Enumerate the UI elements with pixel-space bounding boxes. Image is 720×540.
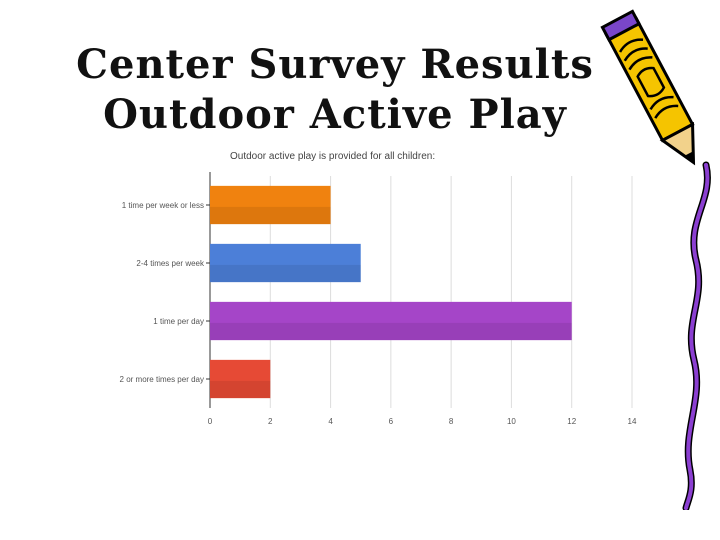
bar-shade	[210, 322, 572, 341]
x-tick-label: 12	[567, 417, 576, 426]
bar-shade	[210, 264, 361, 283]
x-tick-label: 2	[268, 417, 273, 426]
bar	[210, 185, 331, 225]
category-label: 1 time per day	[153, 317, 204, 326]
pencil-icon	[600, 9, 696, 166]
x-tick-label: 6	[389, 417, 394, 426]
bar	[210, 359, 271, 399]
slide-title-line-1: Center Survey Results	[76, 41, 594, 88]
x-tick-label: 14	[628, 417, 637, 426]
bar-shade	[210, 206, 331, 225]
squiggle-ribbon	[682, 161, 711, 510]
bar-shade	[210, 380, 271, 399]
bar	[210, 301, 572, 341]
x-tick-label: 8	[449, 417, 454, 426]
x-tick-label: 4	[328, 417, 333, 426]
slide-title-line-2: Outdoor Active Play	[103, 91, 567, 138]
x-tick-label: 0	[208, 417, 213, 426]
category-label: 1 time per week or less	[122, 201, 204, 210]
category-label: 2-4 times per week	[136, 259, 205, 268]
bar-chart: Outdoor active play is provided for all …	[120, 151, 637, 426]
slide-title: Center Survey Results Outdoor Active Pla…	[40, 40, 630, 140]
chart-title: Outdoor active play is provided for all …	[230, 151, 435, 162]
category-label: 2 or more times per day	[120, 375, 204, 384]
bar	[210, 243, 361, 283]
x-tick-label: 10	[507, 417, 516, 426]
